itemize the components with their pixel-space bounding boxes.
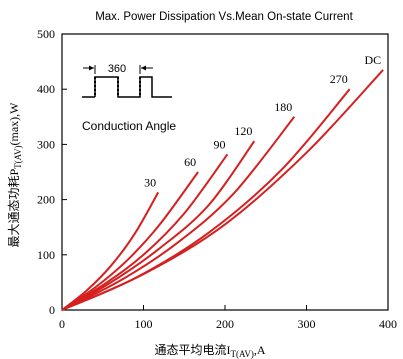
y-axis: 0 100 200 300 400 500 — [37, 27, 67, 317]
y-tick-label: 400 — [37, 82, 55, 96]
x-axis-title: 通态平均电流IT(AV),A — [154, 343, 265, 359]
x-tick-label: 100 — [135, 317, 153, 331]
curve-label-120: 120 — [234, 124, 252, 138]
x-tick-label: 400 — [379, 317, 397, 331]
curve-120 — [61, 140, 256, 311]
curve-label-90: 90 — [213, 137, 225, 151]
x-tick-label: 300 — [298, 317, 316, 331]
y-tick-label: 0 — [49, 303, 55, 317]
conduction-angle-inset: 360 Conduction Angle — [82, 63, 176, 133]
x-tick-label: 200 — [216, 317, 234, 331]
curves-group — [61, 69, 384, 311]
y-tick-label: 300 — [37, 137, 55, 151]
curve-label-30: 30 — [144, 175, 156, 189]
curve-label-180: 180 — [274, 100, 292, 114]
curve-label-dc: DC — [364, 53, 381, 67]
pulse-width-label: 360 — [108, 63, 126, 75]
curve-label-60: 60 — [184, 155, 196, 169]
curve-180 — [61, 116, 296, 311]
curve-90 — [61, 153, 229, 311]
curve-30 — [61, 191, 160, 311]
y-tick-label: 100 — [37, 248, 55, 262]
curve-label-270: 270 — [330, 72, 348, 86]
y-tick-label: 500 — [37, 27, 55, 41]
y-tick-label: 200 — [37, 193, 55, 207]
x-axis: 0 100 200 300 400 — [59, 305, 397, 331]
curve-60 — [61, 171, 199, 311]
x-tick-label: 0 — [59, 317, 65, 331]
y-axis-title: 最大通态功耗PT(AV)(max),W — [7, 102, 23, 248]
curve-labels-group: 30 60 90 120 180 270 DC — [144, 53, 381, 190]
curve-dc — [61, 69, 384, 311]
chart-title: Max. Power Dissipation Vs.Mean On-state … — [95, 11, 353, 23]
conduction-angle-label: Conduction Angle — [82, 119, 176, 133]
